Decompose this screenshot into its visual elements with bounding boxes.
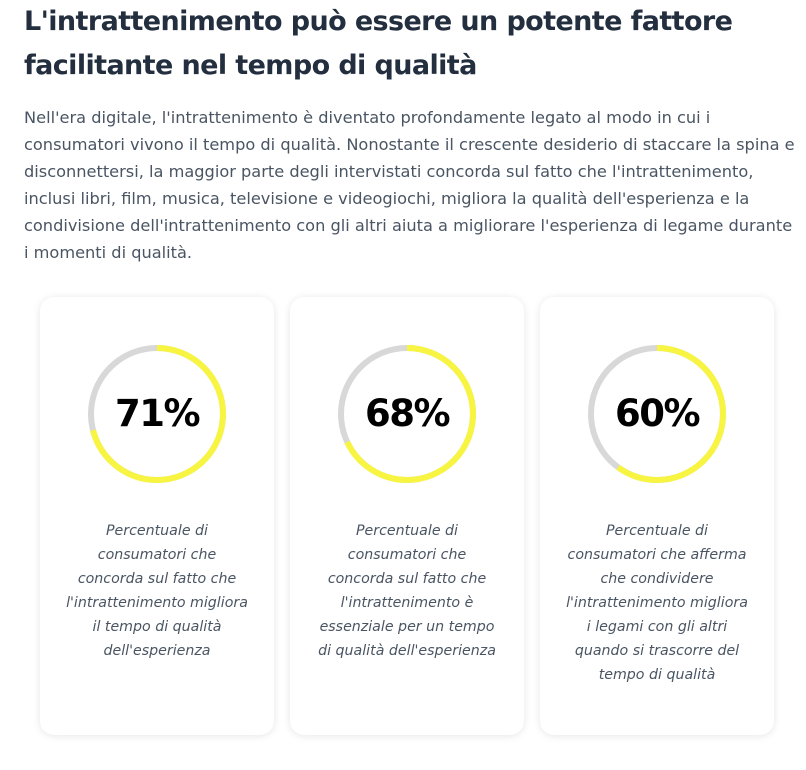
stat-value: 68%	[364, 392, 451, 435]
stat-caption: Percentuale di consumatori che concorda …	[318, 523, 496, 659]
progress-ring-graphic	[338, 345, 476, 483]
intro-paragraph: Nell'era digitale, l'intrattenimento è d…	[24, 108, 795, 262]
progress-ring-fill	[88, 345, 226, 483]
stat-card: 71% Percentuale di consumatori che conco…	[40, 297, 274, 735]
stat-caption: Percentuale di consumatori che afferma c…	[566, 523, 748, 683]
stat-cards: 71% Percentuale di consumatori che conco…	[40, 297, 775, 735]
progress-ring-graphic	[588, 345, 726, 483]
stat-card: 68% Percentuale di consumatori che conco…	[290, 297, 524, 735]
progress-ring: 68%	[336, 343, 478, 485]
progress-ring-fill	[338, 345, 476, 483]
stat-value: 71%	[114, 392, 201, 435]
section-title: L'intrattenimento può essere un potente …	[24, 6, 733, 81]
progress-ring-fill	[588, 345, 726, 483]
stat-caption: Percentuale di consumatori che concorda …	[66, 523, 248, 659]
progress-ring: 71%	[86, 343, 228, 485]
progress-ring-graphic	[88, 345, 226, 483]
progress-ring: 60%	[586, 343, 728, 485]
stat-value: 60%	[614, 392, 701, 435]
stat-card: 60% Percentuale di consumatori che affer…	[540, 297, 774, 735]
